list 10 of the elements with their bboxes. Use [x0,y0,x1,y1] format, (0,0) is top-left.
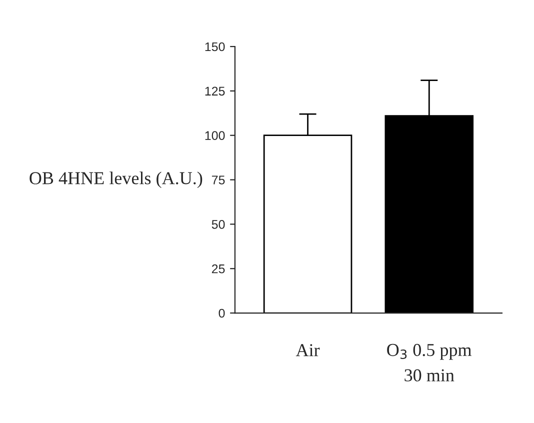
y-axis-title: OB 4HNE levels (A.U.) [30,172,202,188]
y-tick-label: 125 [205,86,225,96]
y-tick-label: 25 [212,264,225,274]
y-tick-label: 0 [218,308,225,318]
y-tick-label: 50 [212,220,225,229]
y-tick-label: 100 [205,131,225,140]
y-tick-label: 75 [212,176,225,184]
x-tick-label: O$_{3}$ 0.5 ppm 30 min [387,344,472,382]
y-tick-label: 150 [205,42,225,52]
x-tick-label: Air [296,344,320,356]
